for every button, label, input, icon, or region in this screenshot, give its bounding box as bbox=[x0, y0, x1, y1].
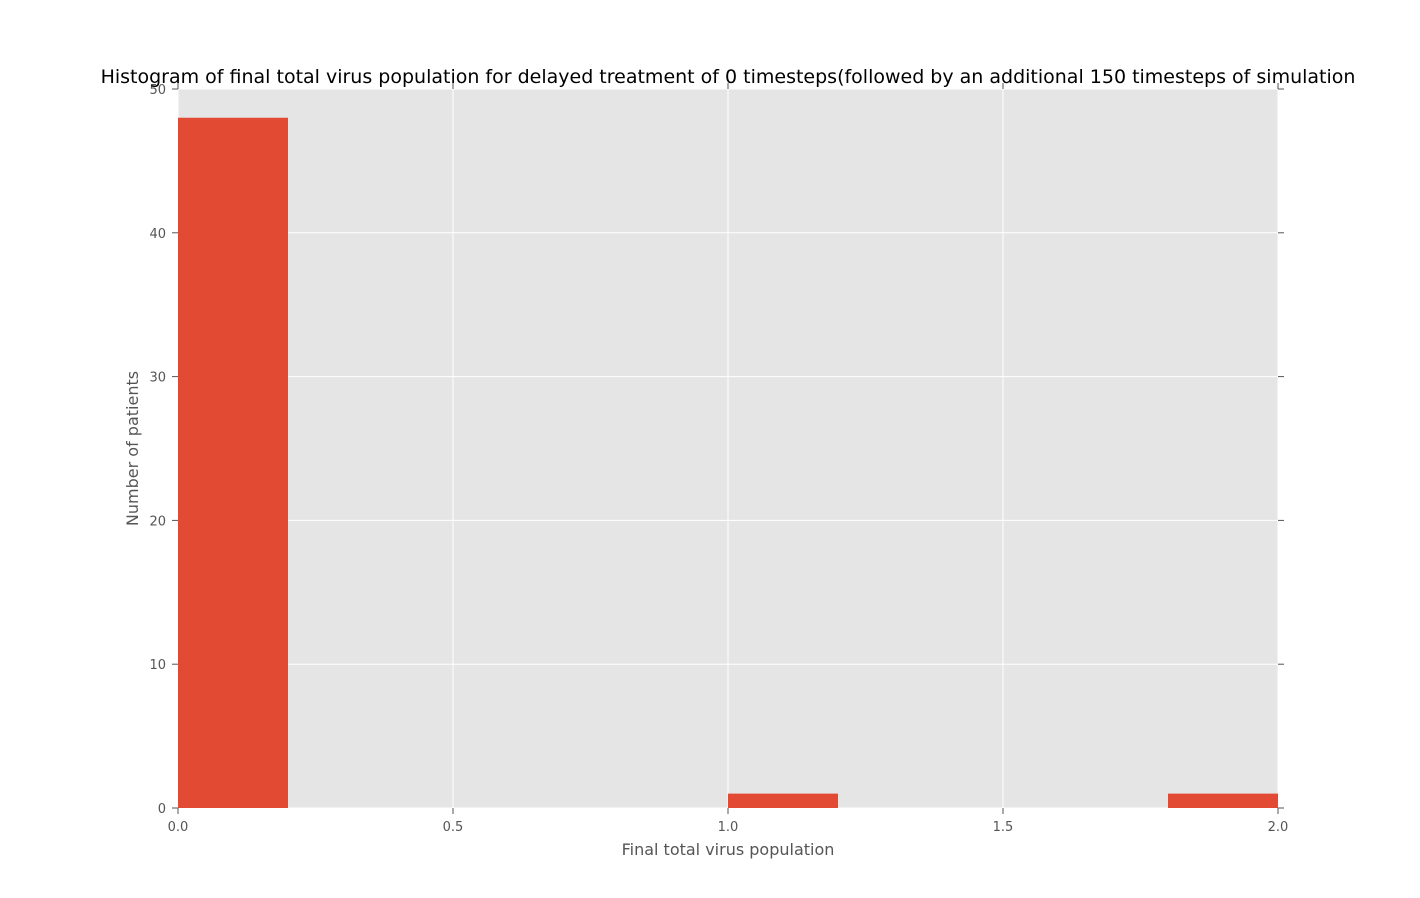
chart-title: Histogram of final total virus populatio… bbox=[101, 66, 1356, 88]
y-tick-label: 40 bbox=[149, 227, 166, 242]
x-axis-label: Final total virus population bbox=[622, 840, 835, 859]
histogram-bar bbox=[178, 117, 288, 808]
x-tick-label: 1.5 bbox=[993, 820, 1014, 835]
y-tick-label: 20 bbox=[149, 514, 166, 529]
x-tick-label: 2.0 bbox=[1268, 820, 1289, 835]
x-tick-label: 0.0 bbox=[168, 820, 189, 835]
y-tick-label: 30 bbox=[149, 371, 166, 386]
y-tick-label: 50 bbox=[149, 83, 166, 98]
y-tick-label: 10 bbox=[149, 658, 166, 673]
y-axis-label: Number of patients bbox=[123, 371, 142, 526]
x-tick-label: 0.5 bbox=[443, 820, 464, 835]
x-tick-label: 1.0 bbox=[718, 820, 739, 835]
y-tick-label: 0 bbox=[158, 802, 166, 817]
histogram-bars bbox=[178, 117, 1278, 808]
axis-ticks: 0.0 0.5 1.0 1.5 2.0 0 10 20 30 40 50 bbox=[149, 83, 1288, 835]
histogram-bar bbox=[1168, 793, 1278, 808]
histogram-bar bbox=[728, 793, 838, 808]
